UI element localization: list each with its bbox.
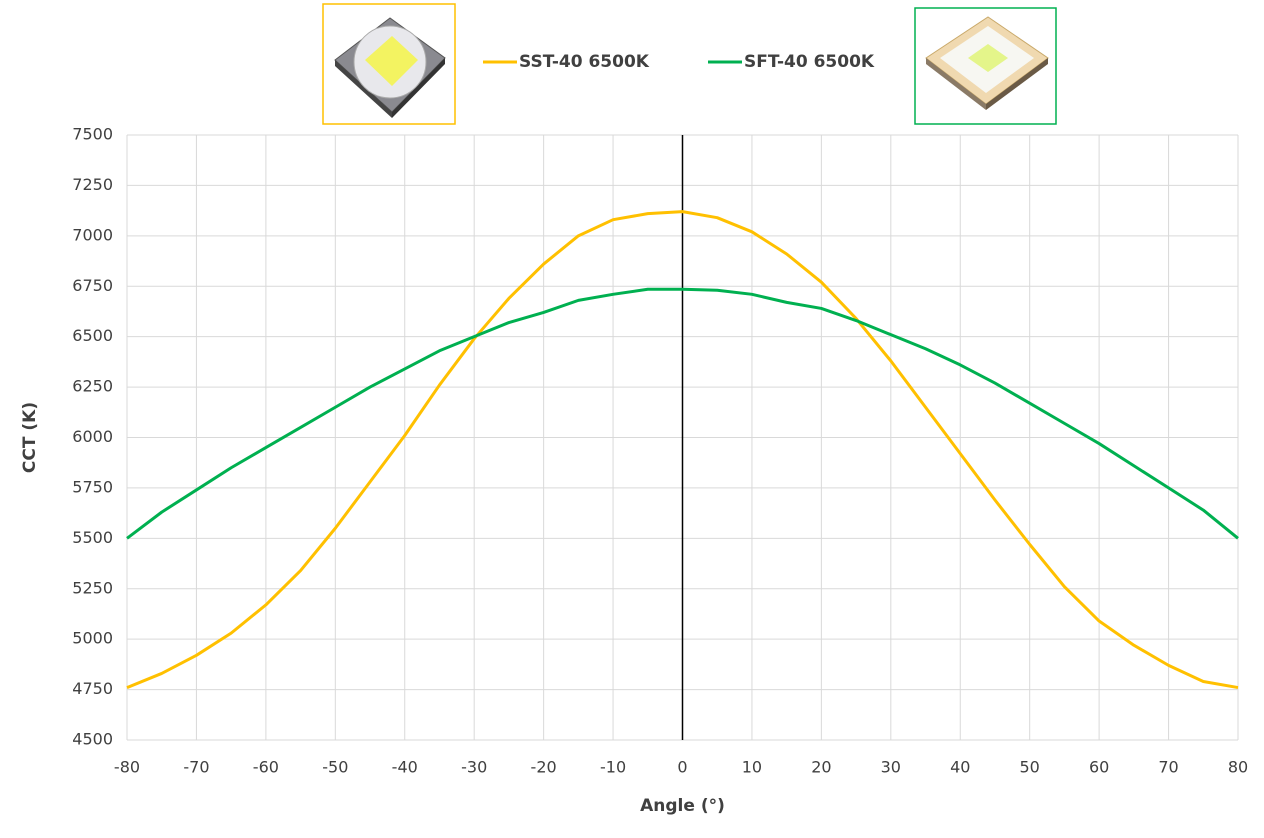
- y-tick-label: 5750: [72, 477, 113, 496]
- x-tick-label: 50: [1020, 758, 1040, 777]
- x-tick-label: 0: [677, 758, 687, 777]
- x-tick-label: 80: [1228, 758, 1248, 777]
- x-tick-label: 30: [881, 758, 901, 777]
- y-tick-label: 6750: [72, 276, 113, 295]
- x-tick-label: -60: [253, 758, 279, 777]
- x-tick-label: 10: [742, 758, 762, 777]
- legend-label: SFT-40 6500K: [744, 52, 875, 72]
- x-tick-label: 60: [1089, 758, 1109, 777]
- y-tick-label: 5250: [72, 578, 113, 597]
- data-line: [126, 210, 1239, 690]
- x-tick-label: 20: [811, 758, 831, 777]
- y-tick-label: 7250: [72, 175, 113, 194]
- x-tick-label: 70: [1158, 758, 1178, 777]
- y-tick-label: 6000: [72, 427, 113, 446]
- y-tick-label: 4750: [72, 679, 113, 698]
- x-tick-label: -80: [114, 758, 140, 777]
- x-tick-label: -10: [600, 758, 626, 777]
- y-axis-title: CCT (K): [20, 402, 40, 473]
- y-tick-label: 7500: [72, 125, 113, 144]
- y-tick-label: 4500: [72, 730, 113, 749]
- led-icon-sft: [914, 7, 1057, 125]
- y-tick-label: 6250: [72, 377, 113, 396]
- y-tick-label: 7000: [72, 225, 113, 244]
- x-tick-label: -20: [531, 758, 557, 777]
- x-tick-label: -30: [461, 758, 487, 777]
- y-tick-label: 6500: [72, 326, 113, 345]
- data-line: [126, 287, 1239, 540]
- y-tick-label: 5000: [72, 629, 113, 648]
- x-tick-label: -40: [392, 758, 418, 777]
- x-tick-label: -70: [183, 758, 209, 777]
- x-tick-label: 40: [950, 758, 970, 777]
- led-icon-sst: [322, 3, 456, 125]
- x-axis-title: Angle (°): [640, 796, 725, 816]
- y-tick-label: 5500: [72, 528, 113, 547]
- legend-label: SST-40 6500K: [519, 52, 650, 72]
- x-tick-label: -50: [322, 758, 348, 777]
